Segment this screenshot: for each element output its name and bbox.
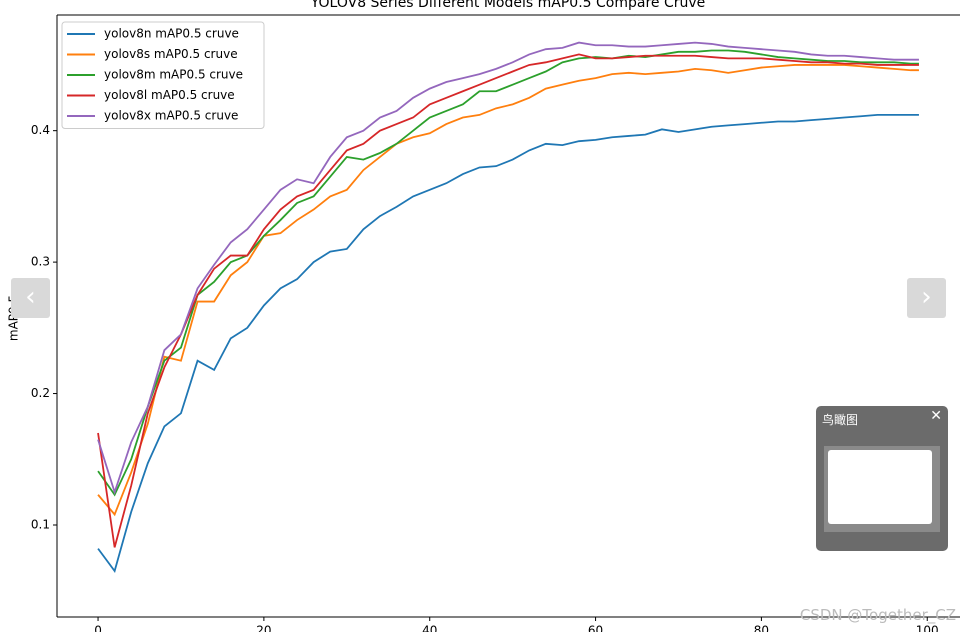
- series-line: [97, 64, 919, 517]
- minimap-title: 鸟瞰图: [822, 413, 859, 427]
- series-line: [97, 53, 919, 548]
- y-tick-label: 0.2: [31, 386, 50, 400]
- prev-button[interactable]: ‹: [11, 278, 50, 318]
- series-line: [97, 41, 919, 496]
- series-line: [97, 49, 919, 497]
- x-tick-label: 20: [256, 624, 271, 632]
- y-tick-label: 0.4: [31, 123, 50, 137]
- legend-label: yolov8n mAP0.5 cruve: [104, 27, 239, 41]
- x-tick-label: 0: [94, 624, 102, 632]
- chart-title: YOLOV8 Series Different Models mAP0.5 Co…: [310, 0, 706, 11]
- legend-label: yolov8x mAP0.5 cruve: [104, 109, 238, 123]
- y-tick-label: 0.3: [31, 255, 50, 269]
- x-tick-label: 60: [588, 624, 603, 632]
- legend-label: yolov8s mAP0.5 cruve: [104, 47, 238, 61]
- legend-label: yolov8l mAP0.5 cruve: [104, 88, 235, 102]
- x-tick-label: 40: [422, 624, 437, 632]
- watermark: CSDN @Together_CZ: [799, 606, 956, 624]
- minimap-close[interactable]: ✕: [930, 408, 942, 424]
- legend-box: [61, 21, 265, 129]
- x-tick-label: 80: [754, 624, 769, 632]
- minimap: 鸟瞰图 ✕: [816, 406, 948, 551]
- y-tick-label: 0.1: [31, 517, 50, 531]
- next-button[interactable]: ›: [907, 278, 946, 318]
- x-tick-label: 100: [916, 624, 939, 632]
- legend-label: yolov8m mAP0.5 cruve: [104, 68, 243, 82]
- series-line: [97, 114, 919, 574]
- thumbnail-image: [828, 450, 932, 524]
- minimap-thumbnail: [824, 446, 940, 532]
